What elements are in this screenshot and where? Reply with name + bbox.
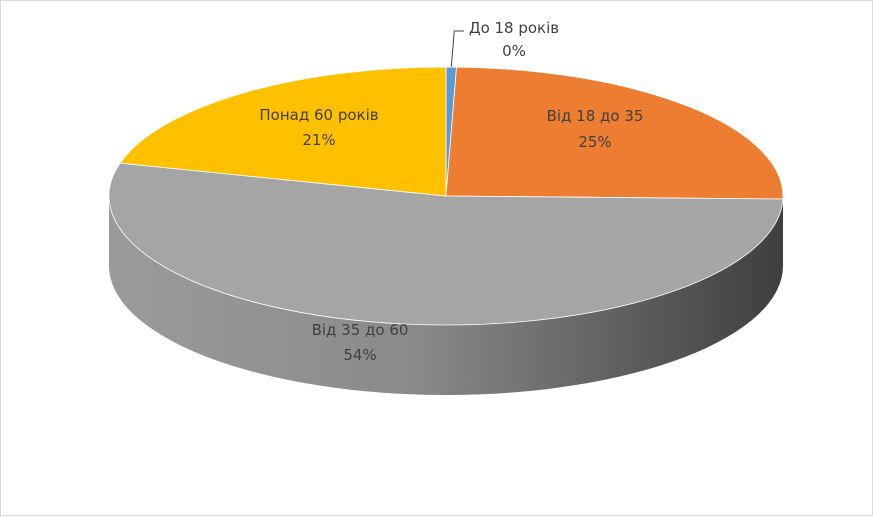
label-name-over-60: Понад 60 років	[259, 106, 378, 124]
pie-top-face	[108, 66, 784, 326]
label-name-under-18: До 18 років	[469, 19, 559, 37]
pie-slice-2	[108, 162, 784, 326]
pie-side-gray	[109, 196, 783, 395]
label-pct-under-18: 0%	[502, 42, 526, 60]
label-name-18-35: Від 18 до 35	[547, 107, 644, 125]
label-pct-18-35: 25%	[578, 133, 611, 151]
data-labels: До 18 років 0% Від 18 до 35 25% Від 35 д…	[259, 19, 643, 364]
pie-side-wall	[109, 196, 783, 395]
label-pct-35-60: 54%	[343, 346, 376, 364]
leader-line-under-18	[450, 30, 464, 68]
label-name-35-60: Від 35 до 60	[312, 321, 409, 339]
pie-slice-3	[119, 66, 447, 197]
label-pct-over-60: 21%	[302, 131, 335, 149]
leader-lines	[450, 30, 464, 68]
pie-slice-1	[445, 66, 784, 200]
